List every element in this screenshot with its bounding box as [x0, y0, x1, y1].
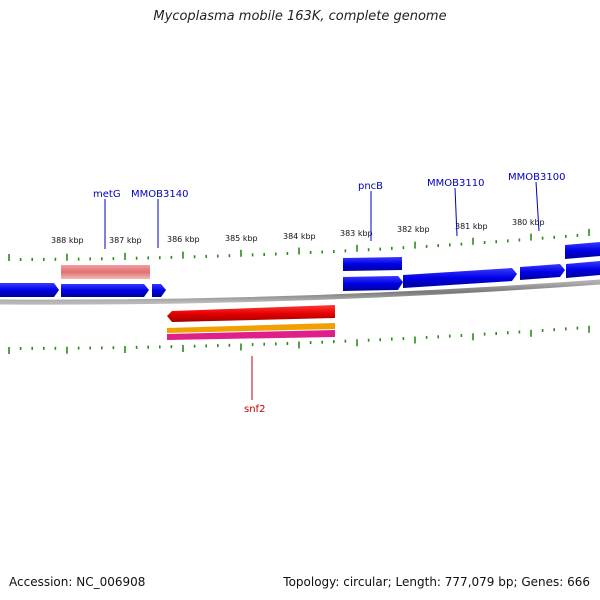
label-leaders: [104, 181, 540, 400]
scale-label-380: 380 kbp: [512, 218, 545, 227]
scale-label-384: 384 kbp: [283, 232, 316, 241]
scale-label-388: 388 kbp: [51, 236, 84, 245]
mmob3100-leader: [535, 181, 540, 232]
gene-arrow[interactable]: [343, 257, 402, 271]
genome-backbone: [0, 279, 600, 305]
snf2-gene-arrow[interactable]: [167, 305, 335, 322]
scale-label-382: 382 kbp: [397, 225, 430, 234]
gene-arrow[interactable]: [520, 264, 565, 280]
map-title: Mycoplasma mobile 163K, complete genome: [153, 9, 447, 24]
inner-scale-ticks: [8, 325, 590, 354]
accession-text: Accession: NC_006908: [9, 575, 146, 589]
scale-label-383: 383 kbp: [340, 229, 373, 238]
gene-label-mmob3100[interactable]: MMOB3100: [508, 172, 565, 183]
scale-label-387: 387 kbp: [109, 236, 142, 245]
mmob3110-leader: [454, 187, 458, 237]
gene-arrow[interactable]: [343, 276, 403, 291]
scale-labels: 388 kbp 387 kbp 386 kbp 385 kbp 384 kbp …: [51, 218, 545, 245]
gene-label-pncb[interactable]: pncB: [358, 181, 383, 192]
rna-feature[interactable]: [61, 265, 150, 279]
forward-strand-genes: [0, 242, 600, 297]
gene-label-mmob3110[interactable]: MMOB3110: [427, 178, 484, 189]
gene-arrow[interactable]: [152, 284, 166, 297]
orange-feature[interactable]: [167, 323, 335, 333]
gene-arrow[interactable]: [566, 261, 600, 278]
gene-arrow[interactable]: [403, 268, 517, 288]
gene-label-mmob3140[interactable]: MMOB3140: [131, 189, 188, 200]
scale-label-381: 381 kbp: [455, 222, 488, 231]
gene-arrow[interactable]: [61, 284, 149, 297]
outer-scale-ticks: [8, 228, 590, 261]
magenta-feature[interactable]: [167, 330, 335, 340]
gene-arrow[interactable]: [565, 242, 600, 259]
scale-label-385: 385 kbp: [225, 234, 258, 243]
topology-text: Topology: circular; Length: 777,079 bp; …: [283, 575, 590, 589]
gene-labels: metG MMOB3140 pncB MMOB3110 MMOB3100 snf…: [93, 172, 565, 415]
gene-arrow[interactable]: [0, 283, 59, 297]
scale-label-386: 386 kbp: [167, 235, 200, 244]
gene-label-snf2[interactable]: snf2: [244, 404, 265, 415]
gene-label-metg[interactable]: metG: [93, 189, 121, 200]
reverse-strand-genes: [167, 305, 335, 340]
